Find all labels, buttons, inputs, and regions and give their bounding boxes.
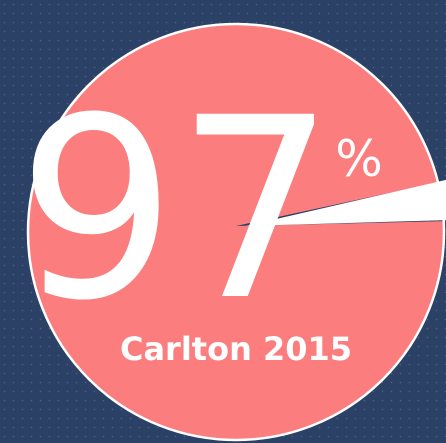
circle-outline [26, 22, 446, 442]
pie-slice [246, 179, 446, 226]
slices [27, 23, 446, 440]
pie-slice [27, 23, 444, 440]
value-label: 97% [17, 64, 383, 355]
chart-title: Carlton 2015 [120, 330, 352, 368]
